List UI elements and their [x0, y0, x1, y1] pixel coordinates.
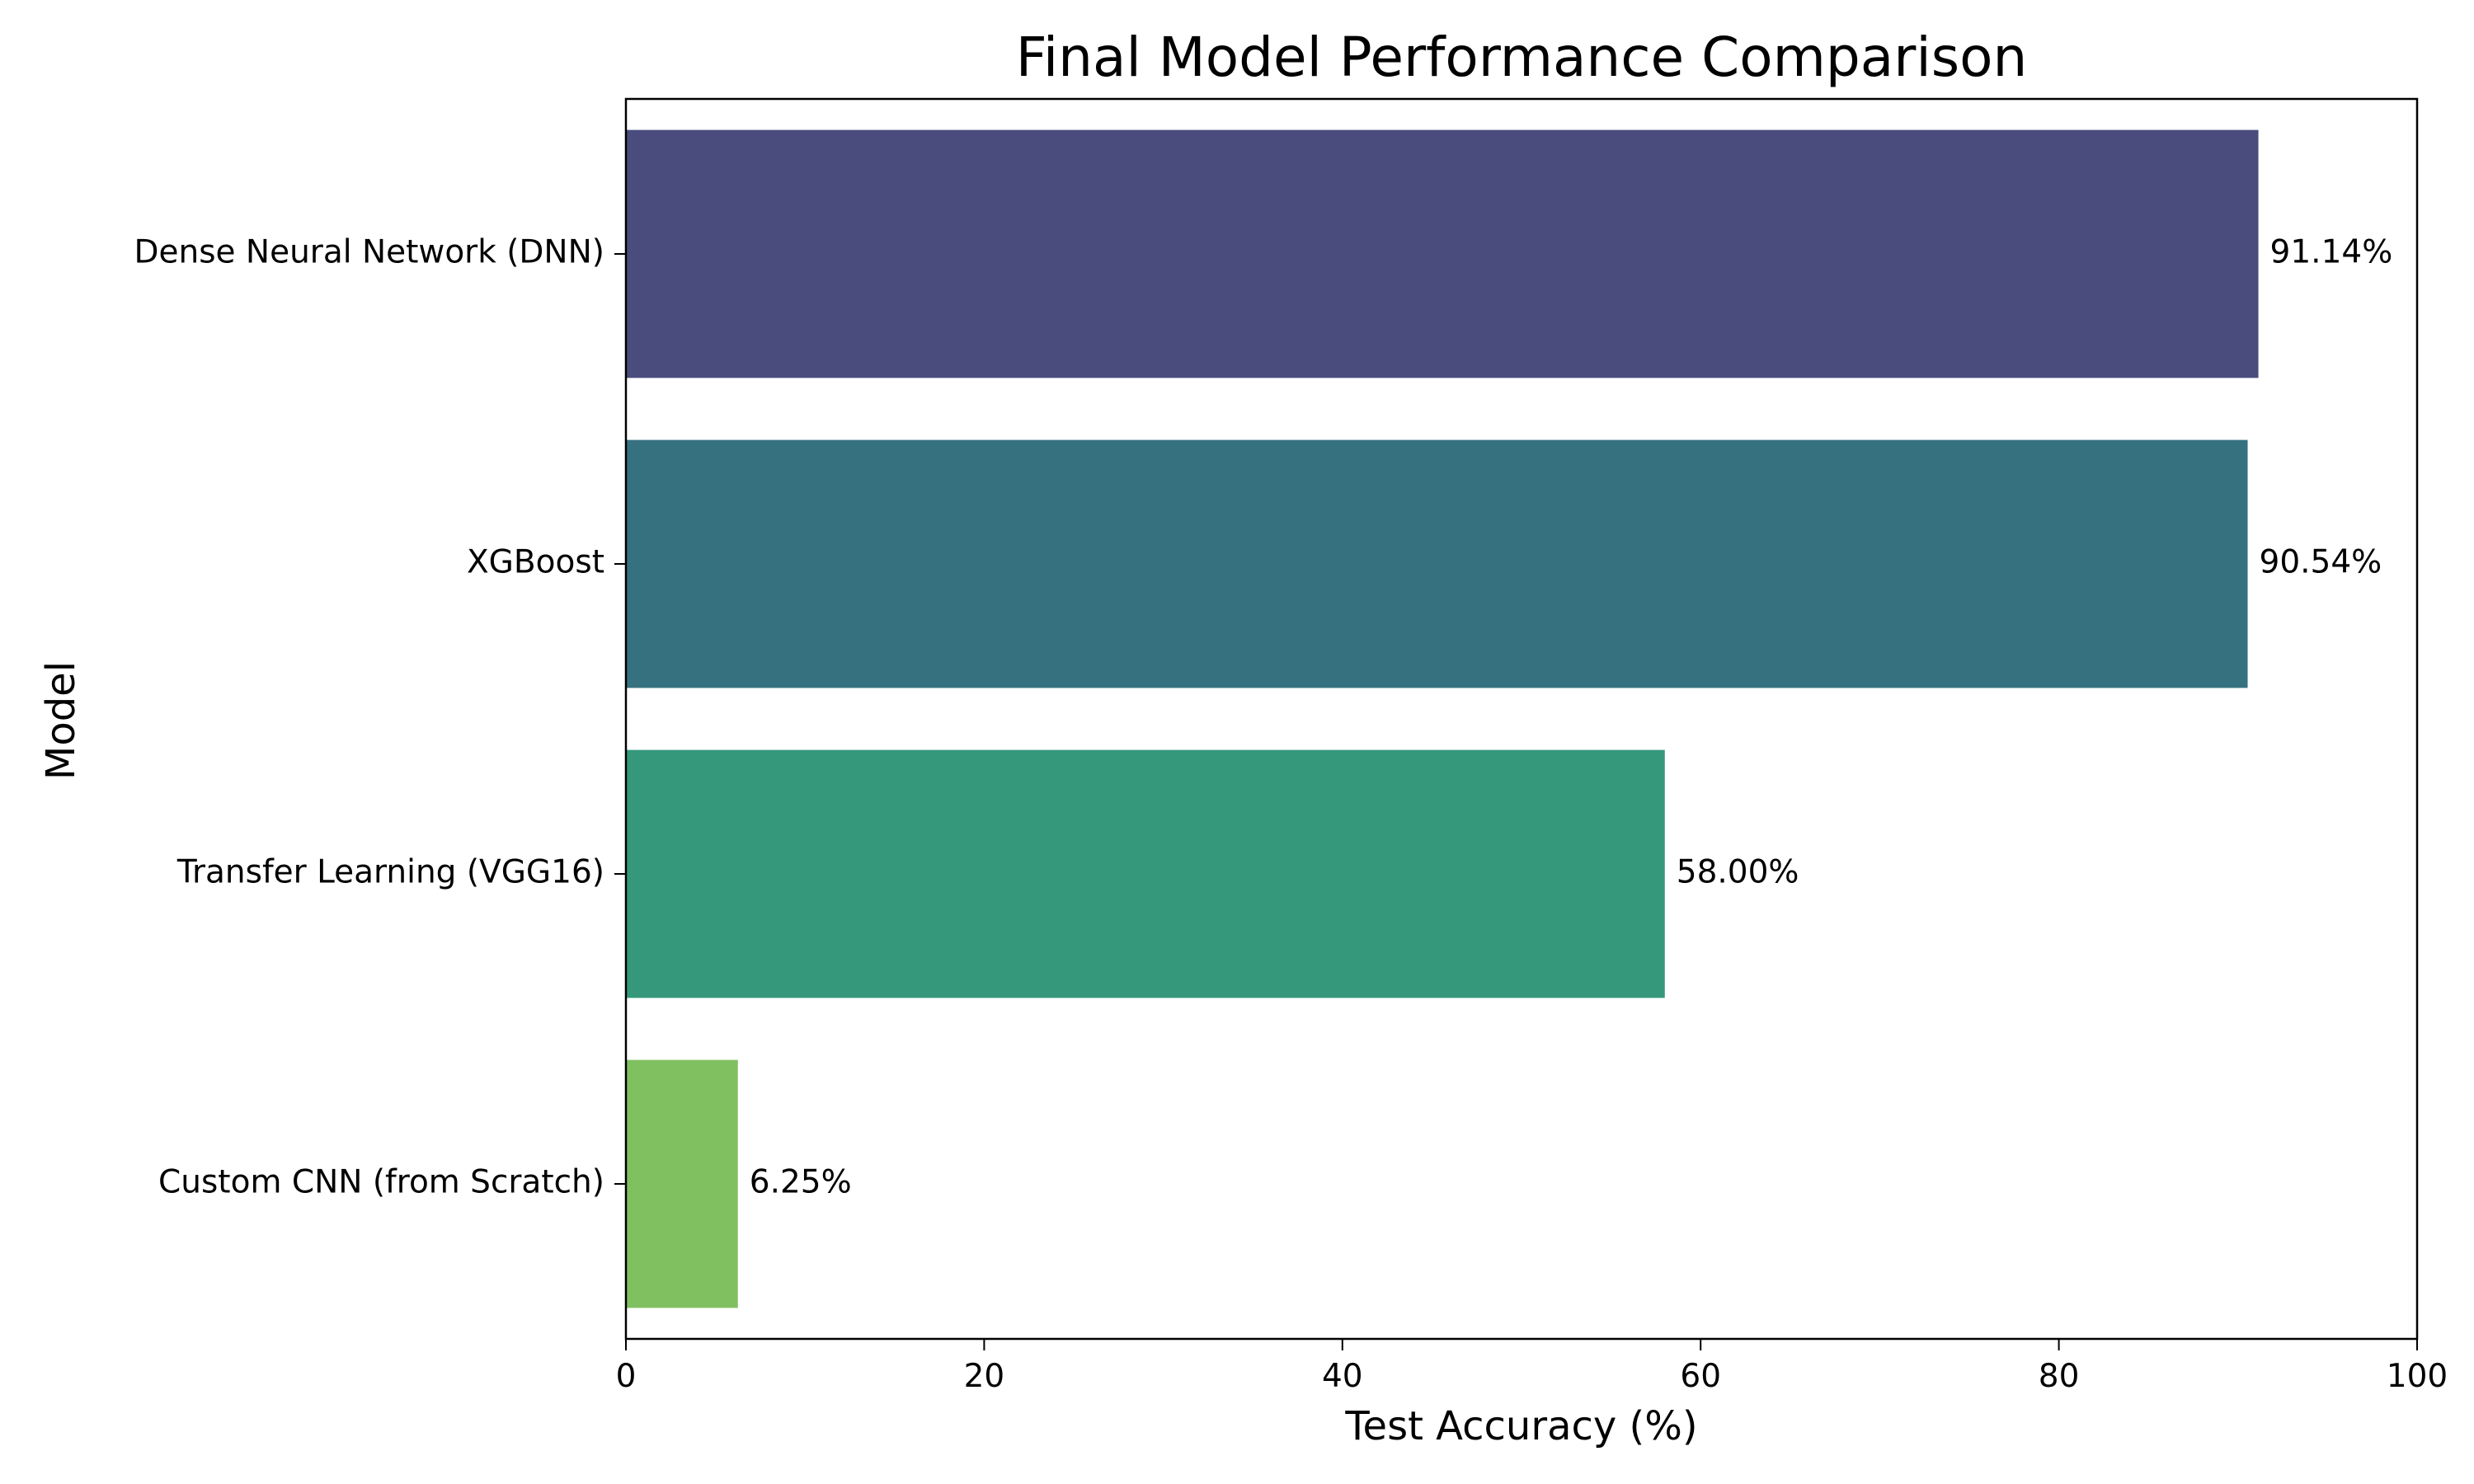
bar-value-label: 58.00% [1677, 854, 1799, 891]
axes-layer: Dense Neural Network (DNN) XGBoost Transfe… [134, 97, 2448, 1395]
y-tick-label: Dense Neural Network (DNN) [134, 234, 604, 271]
bar [626, 749, 1665, 998]
x-tick-label: 80 [2039, 1358, 2080, 1395]
y-tick-label: Transfer Learning (VGG16) [176, 854, 604, 891]
bar-value-label: 6.25% [750, 1164, 852, 1201]
x-axis-title: Test Accuracy (%) [1344, 1403, 1697, 1449]
x-tick-label: 60 [1680, 1358, 1721, 1395]
x-tick-label: 20 [964, 1358, 1005, 1395]
y-tick-label: Custom CNN (from Scratch) [158, 1164, 604, 1201]
bar [626, 129, 2259, 378]
chart-title: Final Model Performance Comparison [1016, 26, 2028, 89]
y-tick-label: XGBoost [467, 544, 604, 581]
bar-value-label: 90.54% [2260, 544, 2382, 581]
bar-value-label: 91.14% [2270, 234, 2393, 271]
bar [626, 439, 2248, 688]
plot-frame [624, 97, 2419, 1341]
y-axis-title: Model [38, 661, 84, 780]
bar [626, 1059, 738, 1308]
bars-layer: 91.14% 90.54% 58.00% 6.25% [626, 129, 2393, 1308]
x-tick-label: 0 [616, 1358, 637, 1395]
x-tick-label: 100 [2387, 1358, 2448, 1395]
x-tick-label: 40 [1322, 1358, 1363, 1395]
